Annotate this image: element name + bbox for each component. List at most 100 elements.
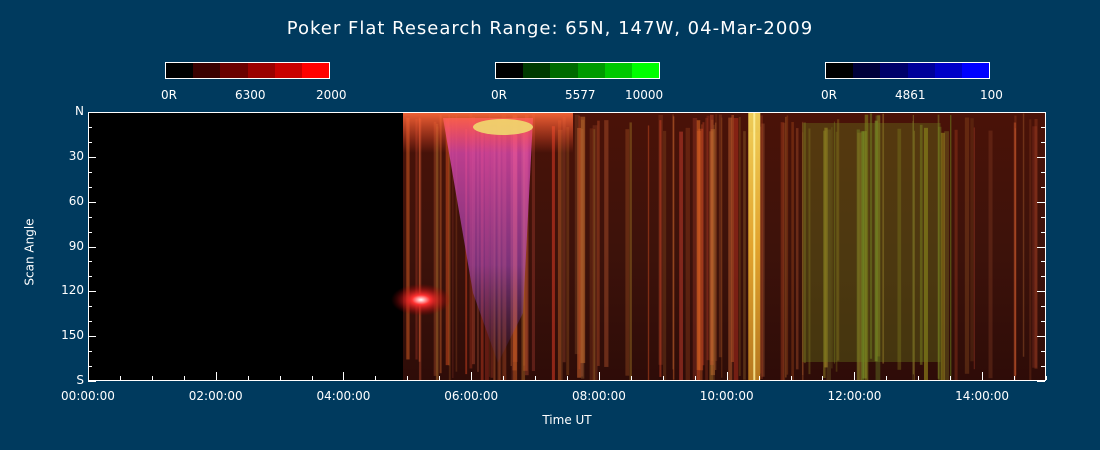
aurora-streak — [663, 130, 667, 380]
x-minor-tick — [151, 376, 153, 380]
aurora-streak — [566, 127, 570, 376]
x-tick-label: 10:00:00 — [699, 389, 754, 403]
aurora-streak — [715, 114, 718, 361]
keogram-image — [391, 113, 1045, 380]
x-tick-label: 04:00:00 — [316, 389, 371, 403]
keogram-data-region — [391, 113, 1045, 380]
aurora-streak — [833, 121, 835, 364]
aurora-streak — [439, 114, 442, 374]
aurora-streak — [874, 120, 878, 362]
y-minor-tick-right — [1041, 366, 1045, 368]
aurora-streak — [531, 113, 535, 372]
aurora-streak — [761, 123, 765, 377]
y-tick-label: 60 — [68, 193, 84, 208]
aurora-streak — [835, 131, 838, 372]
y-tick-mark — [88, 156, 96, 158]
aurora-streak — [743, 131, 746, 380]
aurora-streak — [445, 119, 450, 366]
y-tick-mark-right — [1037, 336, 1045, 338]
y-minor-tick — [88, 306, 92, 308]
aurora-streak — [801, 121, 804, 380]
y-tick-mark — [88, 291, 96, 293]
aurora-streak — [418, 118, 422, 380]
aurora-streak — [696, 120, 701, 380]
y-minor-tick — [88, 126, 92, 128]
colorbar-6300-min-label: 0R — [161, 88, 177, 102]
aurora-streak — [882, 113, 885, 364]
y-minor-tick-right — [1041, 141, 1045, 143]
x-tick-mark — [471, 372, 473, 380]
y-tick-label: N — [75, 104, 84, 118]
y-minor-tick — [88, 171, 92, 173]
aurora-streak — [718, 114, 723, 358]
aurora-streak — [452, 115, 454, 379]
green-glow-patch — [802, 123, 941, 362]
aurora-streak — [448, 114, 451, 366]
aurora-streak — [919, 124, 923, 365]
colorbar-4861-segment-1 — [853, 63, 881, 78]
aurora-streak — [592, 125, 598, 380]
aurora-streak — [701, 124, 703, 380]
x-minor-tick — [439, 376, 441, 380]
colorbar-5577-segment-1 — [523, 63, 551, 78]
x-minor-tick — [407, 376, 409, 380]
y-minor-tick — [88, 141, 92, 143]
aurora-streak — [940, 132, 945, 380]
aurora-streak — [706, 115, 710, 361]
colorbar-5577-segment-2 — [550, 63, 578, 78]
aurora-streak — [418, 117, 421, 362]
aurora-streak — [713, 124, 715, 380]
colorbar-4861-segment-5 — [961, 63, 990, 78]
colorbar-5577-segment-0 — [496, 63, 524, 78]
aurora-streak — [970, 118, 974, 362]
aurora-streak — [433, 121, 437, 376]
aurora-streak — [803, 122, 806, 364]
aurora-streak — [705, 117, 708, 380]
x-minor-tick — [311, 376, 313, 380]
aurora-streak — [964, 117, 970, 374]
y-tick-label: 30 — [68, 148, 84, 163]
colorbar-4861-segment-4 — [934, 63, 962, 78]
aurora-streak — [837, 119, 840, 361]
y-minor-tick-right — [1041, 306, 1045, 308]
aurora-streak — [826, 129, 831, 380]
aurora-streak — [580, 116, 586, 364]
x-minor-tick — [950, 376, 952, 380]
aurora-streak — [938, 126, 942, 380]
x-minor-tick — [630, 376, 632, 380]
x-tick-mark — [343, 372, 345, 380]
y-tick-mark — [88, 246, 96, 248]
x-minor-tick — [567, 376, 568, 380]
x-tick-label: 06:00:00 — [444, 389, 499, 403]
y-minor-tick-right — [1041, 276, 1045, 278]
colorbar-6300-wavelength-label: 6300 — [235, 88, 266, 102]
y-minor-tick — [88, 261, 92, 263]
aurora-streak — [759, 115, 763, 379]
colorbar-5577-segment-5 — [631, 63, 660, 78]
aurora-streak — [714, 122, 717, 371]
aurora-streak — [1032, 126, 1038, 368]
aurora-streak — [973, 127, 975, 370]
y-minor-tick — [88, 186, 92, 188]
x-tick-label: 14:00:00 — [955, 389, 1010, 403]
aurora-streak — [696, 120, 701, 370]
aurora-streak — [988, 130, 993, 379]
aurora-streak — [860, 131, 865, 380]
aurora-streak — [731, 114, 735, 363]
aurora-streak — [913, 130, 915, 380]
y-axis-label: Scan Angle — [22, 218, 37, 286]
x-tick-mark — [854, 372, 856, 380]
colorbar-4861 — [825, 62, 990, 79]
x-tick-mark — [726, 372, 728, 380]
y-minor-tick-right — [1041, 216, 1045, 218]
colorbar-4861-wavelength-label: 4861 — [895, 88, 926, 102]
y-tick-mark-right — [1037, 112, 1045, 113]
x-tick-label: 02:00:00 — [188, 389, 243, 403]
aurora-streak — [574, 114, 580, 355]
aurora-streak — [721, 117, 723, 378]
x-minor-tick — [183, 376, 185, 380]
aurora-streak — [557, 129, 563, 380]
aurora-streak — [593, 129, 596, 380]
y-minor-tick-right — [1041, 126, 1045, 128]
colorbar-4861-min-label: 0R — [821, 88, 837, 102]
